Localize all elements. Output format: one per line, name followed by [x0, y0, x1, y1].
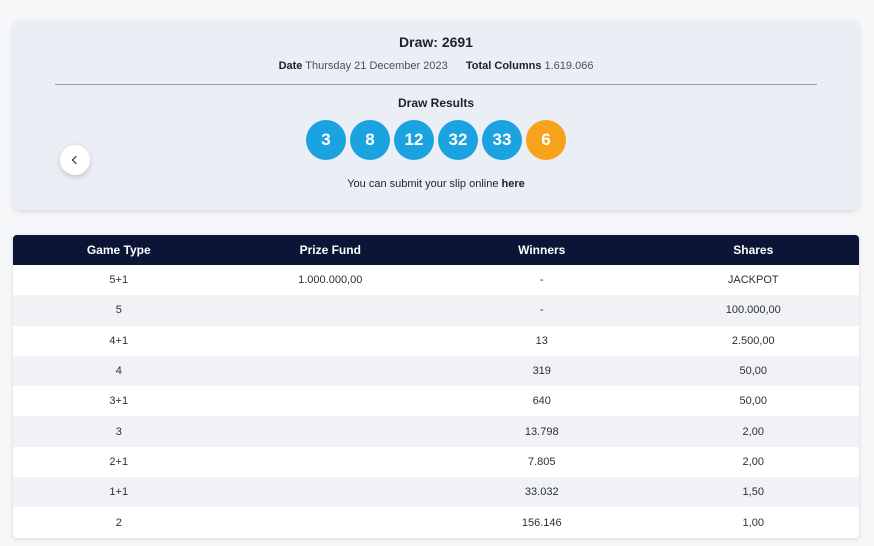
cell-prize-fund [224, 325, 436, 356]
cell-winners: 13.798 [436, 416, 648, 447]
table-row: 3 13.798 2,00 [13, 416, 859, 447]
cell-shares: 50,00 [647, 386, 859, 417]
cell-winners: - [436, 295, 648, 326]
cell-prize-fund [224, 446, 436, 478]
divider [55, 84, 817, 85]
table-row: 1+1 33.032 1,50 [13, 477, 859, 508]
cell-prize-fund: 1.000.000,00 [224, 265, 436, 296]
cell-winners: 156.146 [436, 507, 648, 538]
cell-prize-fund [224, 477, 436, 508]
previous-draw-button[interactable] [60, 145, 90, 175]
cell-shares: 2,00 [647, 416, 859, 447]
header-prize-fund: Prize Fund [224, 235, 436, 265]
draw-meta: Date Thursday 21 December 2023 Total Col… [13, 60, 859, 72]
cell-shares: 2,00 [647, 446, 859, 478]
table-row: 4 319 50,00 [13, 355, 859, 387]
cell-winners: 7.805 [436, 446, 648, 478]
result-ball: 32 [438, 120, 478, 160]
result-ball: 33 [482, 120, 522, 160]
table-row: 3+1 640 50,00 [13, 386, 859, 417]
total-columns-label: Total Columns [465, 60, 542, 72]
cell-winners: 319 [436, 355, 648, 387]
cell-game-type: 5+1 [13, 265, 225, 296]
prize-table: Game Type Prize Fund Winners Shares 5+1 1.00… [13, 235, 859, 538]
submit-text: You can submit your slip online [347, 178, 499, 190]
cell-winners: 13 [436, 325, 648, 356]
table-row: 5 -100.000,00 [13, 295, 859, 326]
draw-title: Draw: 2691 [399, 34, 473, 50]
cell-game-type: 4+1 [13, 325, 225, 356]
header-shares: Shares [647, 235, 859, 265]
total-columns-value: 1.619.066 [544, 60, 594, 72]
table-header-row: Game Type Prize Fund Winners Shares [13, 235, 859, 265]
header-winners: Winners [436, 235, 648, 265]
cell-prize-fund [224, 507, 436, 538]
cell-shares: 50,00 [647, 355, 859, 387]
submit-slip-line: You can submit your slip online here [13, 178, 859, 190]
result-balls: 3 8 12 32 33 6 [13, 120, 859, 160]
table-row: 2+1 7.805 2,00 [13, 446, 859, 478]
cell-game-type: 5 [13, 295, 225, 326]
bonus-ball: 6 [526, 120, 566, 160]
cell-game-type: 2+1 [13, 446, 225, 478]
draw-card: Draw: 2691 Date Thursday 21 December 202… [13, 20, 859, 210]
cell-prize-fund [224, 416, 436, 447]
header-game-type: Game Type [13, 235, 225, 265]
chevron-left-icon [71, 155, 81, 165]
cell-prize-fund [224, 295, 436, 326]
cell-game-type: 1+1 [13, 477, 225, 508]
cell-prize-fund [224, 386, 436, 417]
cell-game-type: 2 [13, 507, 225, 538]
result-ball: 12 [394, 120, 434, 160]
cell-winners: - [436, 265, 648, 296]
cell-game-type: 4 [13, 355, 225, 387]
result-ball: 8 [350, 120, 390, 160]
cell-shares: JACKPOT [647, 265, 859, 296]
cell-game-type: 3+1 [13, 386, 225, 417]
table-row: 2 156.146 1,00 [13, 507, 859, 538]
cell-shares: 2.500,00 [647, 325, 859, 356]
date-value: Thursday 21 December 2023 [305, 60, 448, 72]
cell-game-type: 3 [13, 416, 225, 447]
result-ball: 3 [306, 120, 346, 160]
cell-shares: 1,00 [647, 507, 859, 538]
table-row: 5+1 1.000.000,00- JACKPOT [13, 265, 859, 296]
cell-shares: 100.000,00 [647, 295, 859, 326]
draw-results-title: Draw Results [397, 96, 475, 110]
cell-winners: 640 [436, 386, 648, 417]
table-row: 4+1 13 2.500,00 [13, 325, 859, 356]
cell-shares: 1,50 [647, 477, 859, 508]
cell-winners: 33.032 [436, 477, 648, 508]
submit-here-link[interactable]: here [501, 178, 525, 190]
cell-prize-fund [224, 355, 436, 387]
date-label: Date [278, 60, 303, 72]
